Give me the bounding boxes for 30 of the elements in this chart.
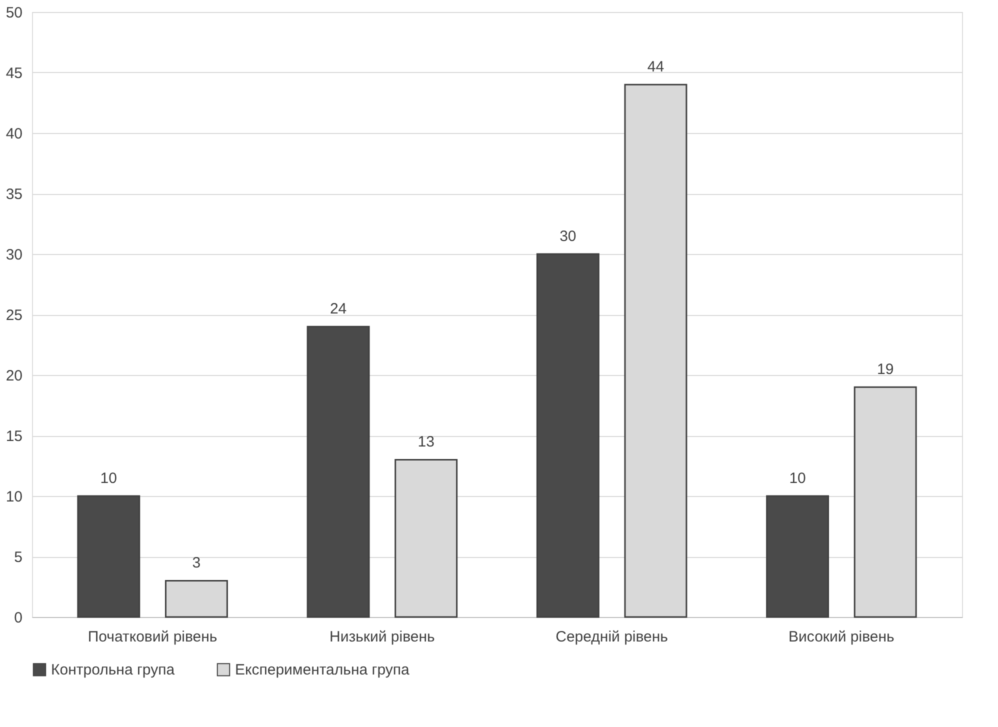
y-tick-label: 35 bbox=[6, 186, 22, 203]
data-label: 19 bbox=[877, 361, 894, 378]
bar bbox=[766, 495, 830, 618]
legend-label: Експериментальна група bbox=[235, 662, 410, 679]
y-tick-label: 50 bbox=[6, 4, 22, 22]
data-label: 10 bbox=[789, 470, 806, 487]
y-tick-label: 45 bbox=[6, 65, 22, 82]
y-tick-label: 0 bbox=[14, 610, 22, 626]
data-label: 24 bbox=[330, 300, 347, 318]
y-tick-label: 5 bbox=[14, 549, 22, 566]
data-label: 30 bbox=[560, 228, 576, 245]
bar bbox=[306, 326, 370, 618]
x-tick-label: Низький рівень bbox=[330, 628, 436, 646]
y-tick-label: 15 bbox=[6, 428, 22, 445]
legend-label: Контрольна група bbox=[51, 662, 176, 679]
data-label: 10 bbox=[100, 470, 117, 487]
x-tick-label: Середній рівень bbox=[556, 628, 668, 646]
y-tick-label: 25 bbox=[6, 307, 22, 324]
y-tick-label: 20 bbox=[6, 368, 22, 384]
data-label: 3 bbox=[192, 554, 201, 572]
bar bbox=[164, 580, 228, 618]
data-label: 44 bbox=[647, 58, 664, 76]
y-tick-label: 10 bbox=[6, 488, 22, 506]
x-tick-label: Високий рівень bbox=[788, 628, 895, 646]
bar bbox=[77, 495, 140, 618]
data-label: 13 bbox=[418, 434, 434, 451]
bar bbox=[536, 253, 600, 618]
y-tick-label: 30 bbox=[6, 246, 22, 264]
y-tick-label: 40 bbox=[6, 126, 22, 142]
x-tick-label: Початковий рівень bbox=[88, 628, 218, 646]
